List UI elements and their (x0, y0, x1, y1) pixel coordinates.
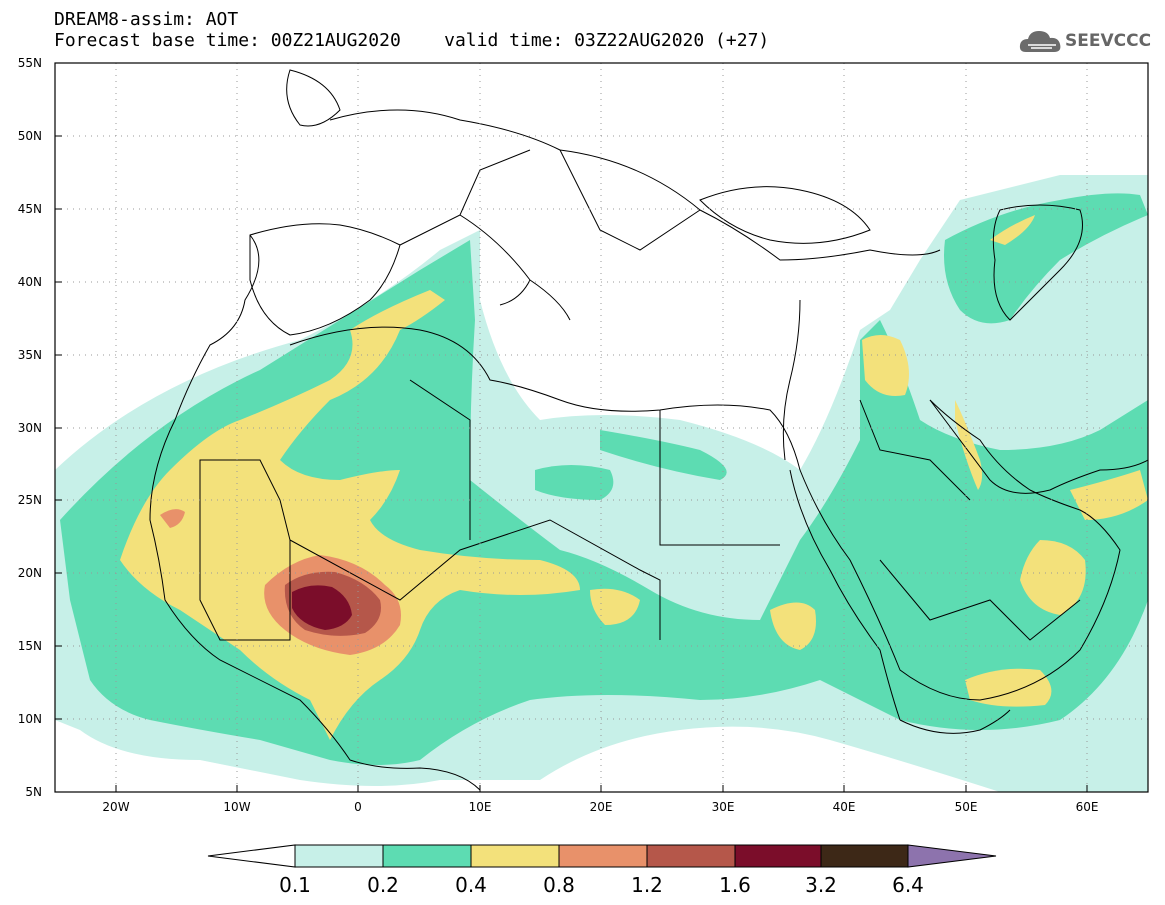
aot-contour-0.4-gulf (1070, 470, 1148, 520)
red-sea-coast-west (789, 469, 901, 721)
iberia-coast (249, 223, 401, 336)
lon-label-20w: 20W (102, 800, 130, 814)
border-line-8 (399, 149, 531, 246)
colorbar-under-triangle (207, 844, 296, 868)
colorbar-label-1.6: 1.6 (719, 873, 751, 897)
black-sea-coast (699, 186, 871, 244)
cloud-icon (1019, 31, 1061, 52)
caspian-coast (992, 204, 1083, 321)
italy-coast (459, 214, 571, 321)
colorbar-swatch-6 (820, 844, 909, 868)
arabia-coast (799, 399, 1121, 701)
border-line-2 (289, 519, 661, 640)
aot-contour-0.4-sudan (590, 588, 640, 625)
axis-ticks (55, 62, 1088, 792)
british-coast (286, 69, 341, 127)
colorbar-swatch-0 (294, 844, 384, 868)
border-line-6 (859, 399, 971, 501)
colorbar-label-0.4: 0.4 (455, 873, 487, 897)
levant-coast (782, 299, 801, 461)
border-line-5 (879, 559, 1081, 641)
colorbar-label-0.2: 0.2 (367, 873, 399, 897)
lat-label-45n: 45N (17, 202, 42, 216)
aot-contour-0.4-oman (1020, 540, 1086, 615)
lon-label-50e: 50E (954, 800, 978, 814)
colorbar-label-6.4: 6.4 (892, 873, 924, 897)
lat-label-55n: 55N (17, 56, 42, 70)
lat-label-40n: 40N (17, 275, 42, 289)
lon-label-0: 0 (354, 800, 362, 814)
lat-label-10n: 10N (17, 712, 42, 726)
aot-contour-0.8-west-sahara (160, 509, 185, 528)
colorbar-swatch-3 (558, 844, 648, 868)
forecast-time-line: Forecast base time: 00Z21AUG2020 valid t… (54, 30, 770, 51)
lat-label-50n: 50N (17, 129, 42, 143)
aot-contour-0.2-egypt-2 (535, 465, 614, 500)
colorbar-label-1.2: 1.2 (631, 873, 663, 897)
colorbar-label-0.8: 0.8 (543, 873, 575, 897)
aot-contour-0.4-yemen (965, 668, 1052, 707)
colorbar-over-triangle (907, 844, 997, 868)
africa-coast (149, 234, 481, 791)
somalia-coast (899, 709, 1011, 734)
colorbar-label-3.2: 3.2 (805, 873, 837, 897)
seevccc-logo: SEEVCCC (1018, 26, 1158, 56)
lat-label-20n: 20N (17, 566, 42, 580)
aot-contour-0.4-caspian (990, 215, 1035, 245)
aot-contour-0.4-redsea (955, 400, 983, 490)
lon-label-20e: 20E (589, 800, 613, 814)
aot-contour-0.2-egypt (600, 430, 727, 480)
lat-label-35n: 35N (17, 348, 42, 362)
logo-text: SEEVCCC (1065, 31, 1152, 51)
lat-label-15n: 15N (17, 639, 42, 653)
europe-coast (329, 109, 941, 261)
colorbar-swatch-2 (470, 844, 560, 868)
colorbar-label-0.1: 0.1 (279, 873, 311, 897)
colorbar-swatch-4 (646, 844, 736, 868)
gridlines (55, 63, 1148, 792)
colorbar-swatch-5 (734, 844, 822, 868)
lat-label-25n: 25N (17, 493, 42, 507)
lon-label-40e: 40E (832, 800, 856, 814)
border-line-7 (559, 149, 701, 251)
aot-contour-0.4 (120, 290, 580, 740)
persian-gulf-coast (929, 399, 1148, 494)
lat-label-30n: 30N (17, 421, 42, 435)
colorbar-swatch-1 (382, 844, 472, 868)
lon-label-10w: 10W (223, 800, 251, 814)
aot-contour-1.6 (292, 585, 352, 630)
map-title: DREAM8-assim: AOT (54, 9, 239, 30)
lon-label-60e: 60E (1075, 800, 1099, 814)
lon-label-30e: 30E (711, 800, 735, 814)
border-line-1 (199, 459, 291, 641)
north-africa-coast (289, 326, 801, 471)
aot-contour-0.4-eritrea (770, 602, 816, 650)
aot-contour-0.4-iraq (862, 335, 909, 396)
lat-label-5n: 5N (25, 785, 42, 799)
border-line-3 (659, 410, 780, 546)
lon-label-10e: 10E (468, 800, 492, 814)
